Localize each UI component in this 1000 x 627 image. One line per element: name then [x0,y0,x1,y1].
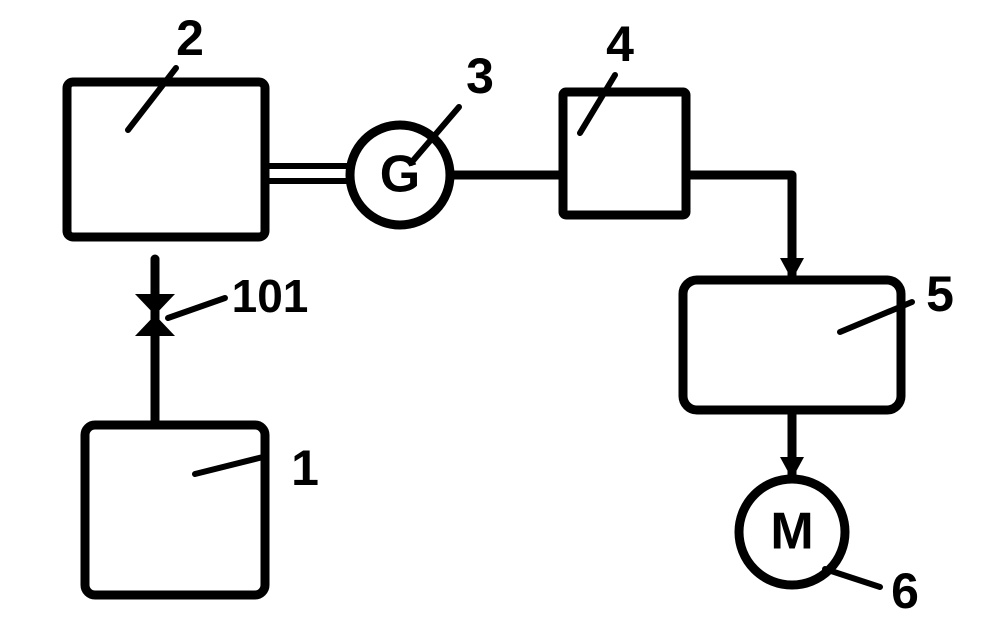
leader-line [168,298,225,318]
ref-label: 1 [291,440,319,496]
ref-label: 6 [891,563,919,619]
block-box4 [563,92,686,215]
ref-label: 101 [232,270,309,322]
circle-letter: G [380,146,420,204]
block-box2 [67,82,265,237]
ref-label: 4 [606,16,634,72]
connector [686,175,792,280]
block-box1 [85,425,265,595]
valve-icon [135,294,175,315]
diagram-canvas: G M 1 2 3 4 5 6 101 [0,0,1000,627]
ref-label: 2 [176,10,204,66]
leader-line [825,569,880,587]
ref-label: 3 [466,48,494,104]
block-box5 [683,280,901,410]
circle-letter: M [770,503,813,561]
ref-label: 5 [926,266,954,322]
